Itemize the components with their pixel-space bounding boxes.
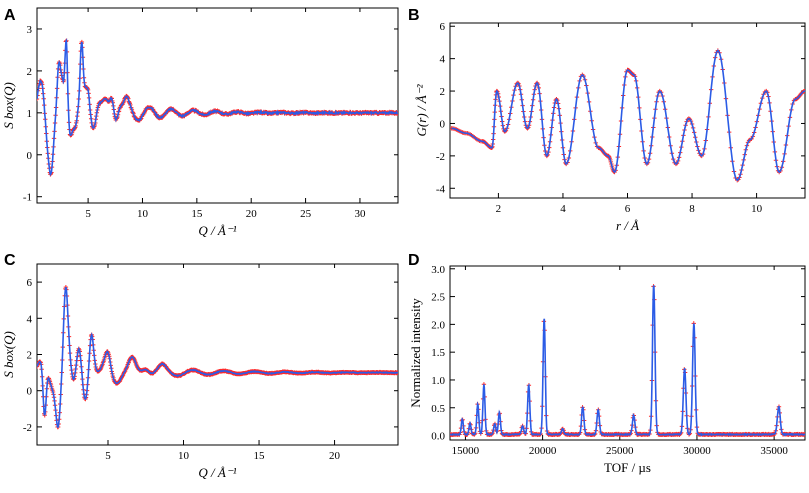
x-tick-label: 25 [300, 208, 312, 220]
plot-area [37, 284, 398, 430]
y-tick-label: 4 [27, 313, 33, 325]
x-tick-label: 4 [560, 203, 566, 215]
y-axis-label: S box(Q) [1, 82, 16, 129]
y-tick-label: 6 [27, 277, 33, 289]
panel-letter-a: A [4, 7, 16, 24]
y-tick-label: 2 [27, 66, 33, 78]
x-axis-label: Q / Å⁻¹ [198, 465, 236, 480]
y-tick-label: 0 [440, 118, 446, 130]
y-tick-label: -2 [436, 151, 445, 163]
y-tick-label: -1 [23, 192, 32, 204]
panel-letter-d: D [408, 252, 420, 269]
x-tick-label: 15000 [452, 445, 480, 457]
x-axis-label: r / Å [616, 218, 639, 233]
y-tick-label: 0.5 [431, 403, 445, 415]
y-tick-label: 0.0 [431, 431, 445, 443]
x-axis-label: Q / Å⁻¹ [198, 223, 236, 238]
y-tick-label: 3 [27, 24, 33, 36]
panel-d-chart: 15000 20000 25000 30000 35000 0.0 0.5 1.0 1.5 2.0… [408, 264, 806, 475]
plot-area [37, 38, 398, 177]
plot-frame [36, 263, 399, 446]
x-tick-label: 10 [178, 450, 190, 462]
y-tick-label: 1.0 [431, 375, 445, 387]
y-tick-label: 2.0 [431, 319, 445, 331]
x-tick-label: 35000 [760, 445, 788, 457]
series-model-line [451, 49, 805, 182]
x-tick-label: 5 [105, 450, 111, 462]
y-tick-label: 6 [440, 21, 446, 33]
y-tick-label: 0 [27, 386, 33, 398]
x-tick-label: 15 [254, 450, 266, 462]
plot-frame [449, 22, 806, 199]
series-model-line [37, 286, 398, 428]
y-tick-label: 2 [27, 350, 33, 362]
plot-area [450, 48, 805, 183]
plot-frame [36, 7, 399, 204]
x-tick-label: 10 [137, 208, 149, 220]
series-model-line [37, 38, 398, 177]
y-tick-label: 3.0 [431, 264, 445, 276]
experiment-point [37, 364, 40, 369]
y-tick-label: 2 [440, 86, 446, 98]
y-axis-label: Normalized intensity [408, 298, 423, 408]
x-tick-label: 30 [354, 208, 366, 220]
panel-b-chart: 2 4 6 8 10 -4 -2 0 2 4 6 r / Å G(r) / Å⁻² [414, 21, 806, 233]
x-tick-label: 20 [329, 450, 341, 462]
y-axis-label: S box(Q) [1, 331, 16, 378]
y-tick-label: 0 [27, 150, 33, 162]
x-tick-label: 2 [496, 203, 502, 215]
experiment-point [37, 96, 40, 102]
panel-letter-b: B [408, 7, 420, 24]
panel-c-chart: 5 10 15 20 -2 0 2 4 6 Q / Å⁻¹ S box(Q) [1, 263, 399, 480]
panel-letter-c: C [4, 252, 16, 269]
y-tick-label: 1.5 [431, 347, 445, 359]
series-experiment [450, 48, 805, 183]
x-tick-label: 20000 [529, 445, 557, 457]
x-tick-label: 8 [689, 203, 695, 215]
x-tick-label: 6 [625, 203, 631, 215]
x-axis-label: TOF / µs [604, 460, 651, 475]
y-tick-label: 4 [440, 54, 446, 66]
y-tick-label: -2 [23, 422, 32, 434]
y-axis-label: G(r) / Å⁻² [414, 83, 429, 136]
x-tick-label: 20 [246, 208, 258, 220]
y-tick-label: 1 [27, 108, 33, 120]
plot-area [450, 284, 805, 438]
x-tick-label: 30000 [683, 445, 711, 457]
y-tick-label: 2.5 [431, 292, 445, 304]
y-tick-label: -4 [436, 183, 446, 195]
panel-a-chart: 5 10 15 20 25 30 -1 0 1 2 3 Q / Å⁻¹ S box(Q) [1, 7, 399, 238]
x-tick-label: 15 [191, 208, 203, 220]
x-tick-label: 5 [85, 208, 91, 220]
x-tick-label: 10 [751, 203, 763, 215]
x-tick-label: 25000 [606, 445, 634, 457]
series-experiment [450, 284, 805, 438]
series-model-line [450, 285, 805, 437]
plot-frame [449, 265, 806, 441]
